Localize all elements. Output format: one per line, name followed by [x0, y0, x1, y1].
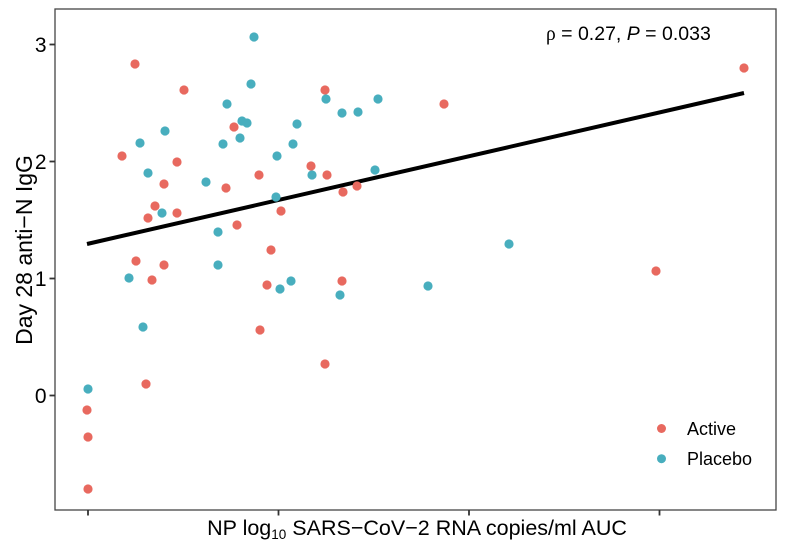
- svg-text:ρ = 0.27, P = 0.033: ρ = 0.27, P = 0.033: [546, 23, 711, 45]
- svg-text:3: 3: [35, 34, 47, 57]
- svg-text:2: 2: [35, 151, 47, 174]
- svg-text:NP log10 SARS−CoV−2 RNA copies: NP log10 SARS−CoV−2 RNA copies/ml AUC: [207, 516, 627, 542]
- svg-text:1: 1: [35, 268, 47, 291]
- svg-text:Active: Active: [687, 419, 736, 439]
- svg-text:Placebo: Placebo: [687, 449, 752, 469]
- svg-text:0: 0: [35, 385, 47, 408]
- svg-text:Day 28 anti−N IgG: Day 28 anti−N IgG: [11, 155, 37, 345]
